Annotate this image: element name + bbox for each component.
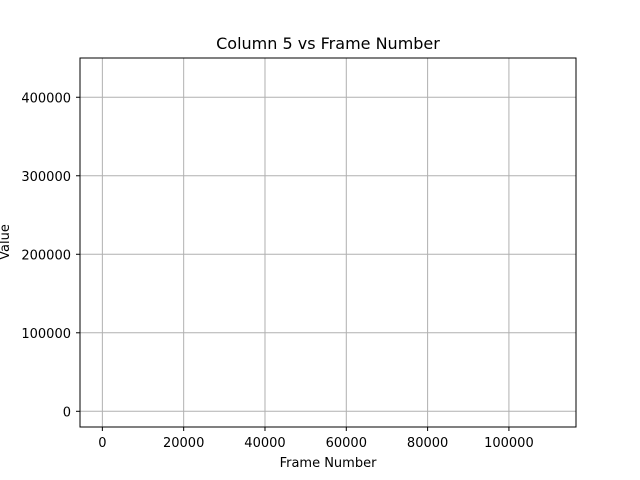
x-axis-label: Frame Number [280,456,378,471]
y-tick-label: 0 [63,405,71,420]
x-tick-label: 80000 [407,436,448,451]
x-tick-label: 0 [98,436,106,451]
x-axis-ticks: 0 20000 40000 60000 80000 100000 [98,427,534,451]
y-tick-label: 400000 [21,91,71,106]
x-tick-label: 40000 [244,436,285,451]
x-tick-label: 20000 [163,436,204,451]
x-tick-label: 60000 [326,436,367,451]
y-axis-ticks: 0 100000 200000 300000 400000 [21,91,80,420]
y-axis-label: Value [0,224,13,260]
x-gridlines [101,58,510,427]
y-tick-label: 100000 [21,327,71,342]
y-gridlines [80,96,576,412]
chart-title: Column 5 vs Frame Number [216,34,440,53]
y-tick-label: 300000 [21,170,71,185]
plot-area [80,58,576,427]
y-tick-label: 200000 [21,248,71,263]
x-tick-label: 100000 [484,436,534,451]
plot-frame [79,57,577,428]
